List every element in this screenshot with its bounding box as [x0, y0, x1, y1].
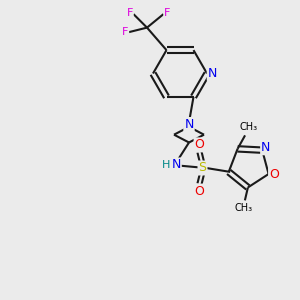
Text: F: F — [164, 8, 171, 18]
Text: N: N — [171, 158, 181, 172]
Text: S: S — [199, 161, 206, 175]
Text: H: H — [162, 160, 170, 170]
Text: F: F — [122, 27, 128, 37]
Text: N: N — [208, 67, 217, 80]
Text: O: O — [195, 138, 204, 152]
Text: O: O — [195, 184, 204, 198]
Text: F: F — [126, 8, 133, 18]
Text: N: N — [261, 141, 271, 154]
Text: CH₃: CH₃ — [234, 203, 253, 214]
Text: CH₃: CH₃ — [240, 122, 258, 132]
Text: O: O — [269, 167, 279, 181]
Text: N: N — [184, 118, 194, 131]
